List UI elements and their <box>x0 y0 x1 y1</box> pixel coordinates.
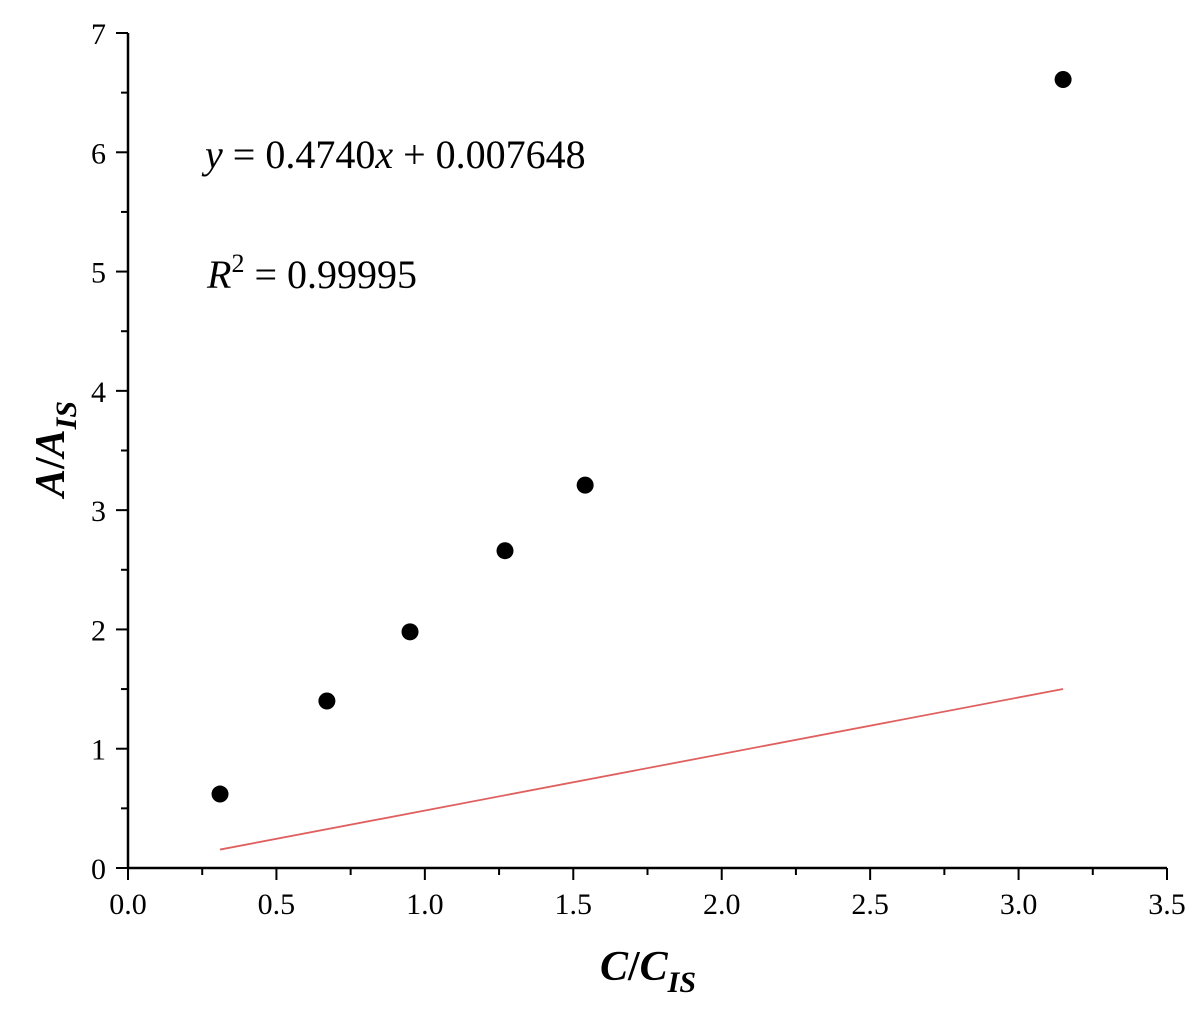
r-squared-annotation: R2 = 0.99995 <box>206 249 417 297</box>
x-title-sub: IS <box>667 966 696 999</box>
y-title-main: A <box>28 469 74 500</box>
x-tick-label: 0.5 <box>258 888 296 921</box>
fit-line <box>219 688 1064 851</box>
x-tick-label: 1.5 <box>555 888 593 921</box>
x-axis-title: C/CIS <box>600 944 696 999</box>
r-squared-value: = 0.99995 <box>244 252 417 297</box>
equation-intercept: + 0.007648 <box>393 132 586 177</box>
y-tick-label: 1 <box>91 734 106 767</box>
equation-y: y <box>201 132 223 177</box>
data-point <box>211 785 229 803</box>
y-tick-label: 6 <box>91 137 106 170</box>
y-tick-label: 0 <box>91 853 106 886</box>
x-tick-label: 0.0 <box>109 888 147 921</box>
data-point <box>576 476 594 494</box>
y-tick-label: 2 <box>91 614 106 647</box>
x-tick-label: 3.5 <box>1148 888 1186 921</box>
data-points <box>211 71 1072 803</box>
y-tick-label: 5 <box>91 257 106 290</box>
y-tick-label: 3 <box>91 495 106 528</box>
x-tick-label: 3.0 <box>1000 888 1038 921</box>
y-axis-title: A/AIS <box>28 401 83 500</box>
equation-annotation: y = 0.4740x + 0.007648 <box>201 132 586 177</box>
equation-x: x <box>374 132 393 177</box>
data-point <box>401 623 419 641</box>
ticks <box>116 32 1168 880</box>
r-squared-sup: 2 <box>231 249 244 278</box>
data-point <box>318 692 336 710</box>
y-title-slash: / <box>28 456 74 470</box>
x-tick-label: 2.0 <box>703 888 741 921</box>
x-title-base: C <box>640 944 669 990</box>
x-tick-label: 1.0 <box>406 888 444 921</box>
x-tick-label: 2.5 <box>851 888 889 921</box>
x-title-main: C <box>600 944 629 990</box>
data-point <box>496 542 514 560</box>
y-title-sub: IS <box>50 401 83 430</box>
data-point <box>1054 71 1072 89</box>
x-title-slash: / <box>627 944 641 990</box>
y-title-base: A <box>28 429 74 460</box>
y-tick-label: 7 <box>91 18 106 51</box>
tick-labels: 0.0 0.5 1.0 1.5 2.0 2.5 3.0 3.5 0 1 2 3 4 5 6 7 <box>91 18 1186 921</box>
r-squared-r: R <box>206 252 231 297</box>
y-tick-label: 4 <box>91 376 106 409</box>
equation-slope: = 0.4740 <box>223 132 376 177</box>
